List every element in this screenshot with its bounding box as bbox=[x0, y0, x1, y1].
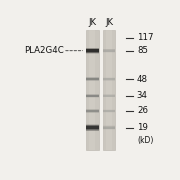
Text: 117: 117 bbox=[137, 33, 153, 42]
Bar bbox=[103, 30, 115, 150]
Bar bbox=[103, 126, 115, 127]
Bar bbox=[89, 30, 95, 150]
Text: 19: 19 bbox=[137, 123, 148, 132]
Bar bbox=[86, 126, 98, 129]
Bar bbox=[86, 109, 98, 110]
Text: (kD): (kD) bbox=[137, 136, 153, 145]
Bar bbox=[103, 78, 115, 80]
Bar bbox=[86, 77, 98, 78]
Bar bbox=[103, 77, 115, 78]
Bar bbox=[103, 94, 115, 95]
Bar bbox=[86, 109, 98, 110]
Bar bbox=[86, 112, 98, 113]
Bar bbox=[103, 80, 115, 81]
Bar bbox=[106, 30, 112, 150]
Bar bbox=[86, 48, 98, 49]
Bar bbox=[86, 30, 98, 150]
Bar bbox=[86, 97, 98, 98]
Text: PLA2G4C: PLA2G4C bbox=[24, 46, 64, 55]
Bar bbox=[103, 112, 115, 113]
Text: JK: JK bbox=[88, 18, 96, 27]
Bar bbox=[86, 80, 98, 81]
Bar bbox=[86, 52, 98, 53]
Bar bbox=[103, 80, 115, 81]
Bar bbox=[103, 129, 115, 130]
Bar bbox=[103, 49, 115, 50]
Bar bbox=[86, 52, 98, 53]
Bar bbox=[86, 125, 98, 126]
Text: JK: JK bbox=[105, 18, 113, 27]
Bar bbox=[86, 80, 98, 81]
Bar bbox=[86, 78, 98, 80]
Bar bbox=[103, 127, 115, 129]
Bar bbox=[86, 77, 98, 78]
Bar bbox=[86, 110, 98, 112]
Bar bbox=[103, 50, 115, 52]
Text: 48: 48 bbox=[137, 75, 148, 84]
Bar bbox=[86, 129, 98, 130]
Bar bbox=[103, 49, 115, 50]
Bar bbox=[103, 126, 115, 127]
Bar bbox=[86, 124, 98, 126]
Text: 85: 85 bbox=[137, 46, 148, 55]
Text: 34: 34 bbox=[137, 91, 148, 100]
Bar bbox=[103, 52, 115, 53]
Bar bbox=[103, 95, 115, 97]
Bar bbox=[86, 94, 98, 95]
Bar bbox=[86, 94, 98, 95]
Bar bbox=[86, 49, 98, 52]
Text: 26: 26 bbox=[137, 107, 148, 116]
Bar bbox=[103, 125, 115, 127]
Bar bbox=[103, 109, 115, 110]
Bar bbox=[103, 110, 115, 112]
Bar bbox=[86, 48, 98, 49]
Bar bbox=[86, 94, 98, 95]
Bar bbox=[103, 94, 115, 95]
Bar bbox=[86, 129, 98, 131]
Bar bbox=[86, 95, 98, 97]
Bar bbox=[86, 52, 98, 54]
Bar bbox=[86, 129, 98, 130]
Bar bbox=[86, 125, 98, 126]
